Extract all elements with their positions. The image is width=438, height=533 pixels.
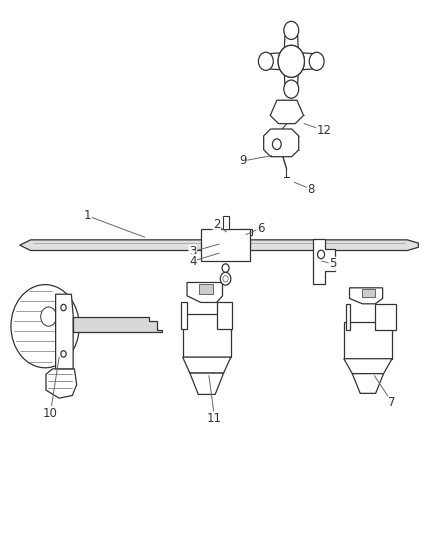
Polygon shape (284, 72, 298, 89)
Polygon shape (181, 303, 187, 329)
Text: 6: 6 (257, 222, 265, 235)
Polygon shape (300, 53, 317, 70)
Polygon shape (46, 369, 77, 398)
Text: 8: 8 (307, 183, 314, 196)
Text: 11: 11 (207, 412, 222, 425)
Circle shape (284, 80, 299, 98)
Polygon shape (352, 374, 384, 393)
Circle shape (61, 351, 66, 357)
Polygon shape (375, 304, 396, 330)
Circle shape (220, 272, 231, 285)
Circle shape (278, 45, 304, 77)
Polygon shape (266, 53, 282, 70)
Circle shape (272, 139, 281, 150)
Text: 7: 7 (388, 396, 396, 409)
Polygon shape (344, 322, 392, 359)
Text: 2: 2 (213, 219, 221, 231)
Circle shape (284, 21, 299, 39)
Text: 9: 9 (239, 155, 247, 167)
Circle shape (61, 304, 66, 311)
Circle shape (222, 264, 229, 272)
Text: 3: 3 (189, 245, 196, 258)
Circle shape (309, 52, 324, 70)
Circle shape (258, 52, 273, 70)
Circle shape (11, 285, 79, 368)
Polygon shape (183, 314, 231, 357)
Polygon shape (239, 229, 252, 235)
Text: 12: 12 (317, 124, 332, 137)
Polygon shape (190, 373, 223, 394)
Polygon shape (264, 129, 299, 157)
Polygon shape (201, 229, 250, 261)
Circle shape (318, 250, 325, 259)
Polygon shape (183, 357, 231, 373)
Polygon shape (223, 216, 229, 229)
Text: 10: 10 (43, 407, 58, 419)
Polygon shape (56, 294, 73, 369)
Polygon shape (284, 30, 298, 50)
Polygon shape (199, 284, 213, 294)
Polygon shape (313, 239, 335, 284)
Polygon shape (187, 282, 223, 303)
Circle shape (223, 276, 228, 282)
Polygon shape (73, 317, 162, 332)
Polygon shape (216, 303, 232, 329)
Circle shape (41, 307, 57, 326)
Polygon shape (350, 288, 383, 304)
Polygon shape (20, 240, 418, 251)
Text: 1: 1 (84, 209, 92, 222)
Text: 5: 5 (329, 257, 336, 270)
Polygon shape (344, 359, 392, 374)
Text: 4: 4 (189, 255, 197, 268)
Polygon shape (346, 304, 350, 330)
Polygon shape (270, 100, 304, 124)
Circle shape (278, 45, 304, 77)
Polygon shape (362, 289, 375, 297)
